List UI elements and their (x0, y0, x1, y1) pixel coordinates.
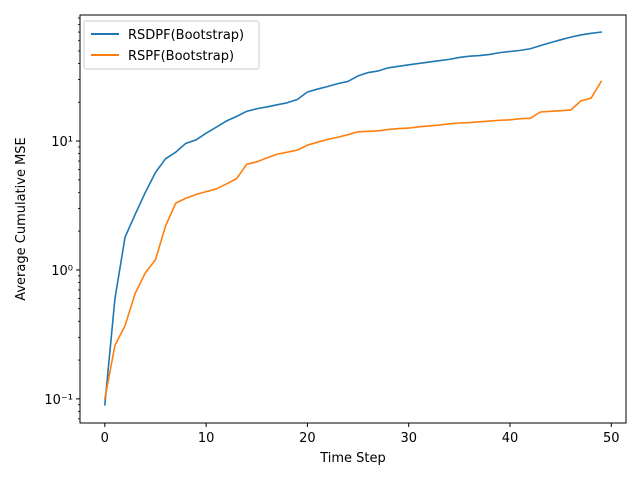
x-tick-label: 30 (400, 431, 417, 446)
legend-label-rsdpf: RSDPF(Bootstrap) (128, 28, 244, 43)
x-tick-label: 10 (198, 431, 215, 446)
x-tick-label: 0 (101, 431, 109, 446)
y-axis-label: Average Cumulative MSE (14, 137, 29, 301)
legend-label-rspf: RSPF(Bootstrap) (128, 49, 234, 64)
y-tick-label: 10¹ (51, 135, 73, 150)
plot-frame (79, 14, 627, 424)
x-axis-ticks: 0 10 20 30 40 50 (101, 423, 620, 446)
x-tick-label: 50 (603, 431, 620, 446)
series-line-1 (103, 80, 603, 400)
x-axis-label: Time Step (319, 451, 386, 466)
y-tick-label: 10⁰ (51, 264, 73, 279)
y-axis-ticks: 10⁻¹ 10⁰ 10¹ (44, 17, 80, 420)
legend-box (83, 20, 260, 70)
y-tick-label: 10⁻¹ (44, 393, 73, 408)
series-line-0 (103, 31, 603, 406)
x-tick-label: 20 (299, 431, 316, 446)
plot-area (80, 15, 626, 423)
legend: RSDPF(Bootstrap) RSPF(Bootstrap) (83, 20, 260, 70)
x-tick-label: 40 (502, 431, 519, 446)
series-layer (103, 31, 603, 406)
